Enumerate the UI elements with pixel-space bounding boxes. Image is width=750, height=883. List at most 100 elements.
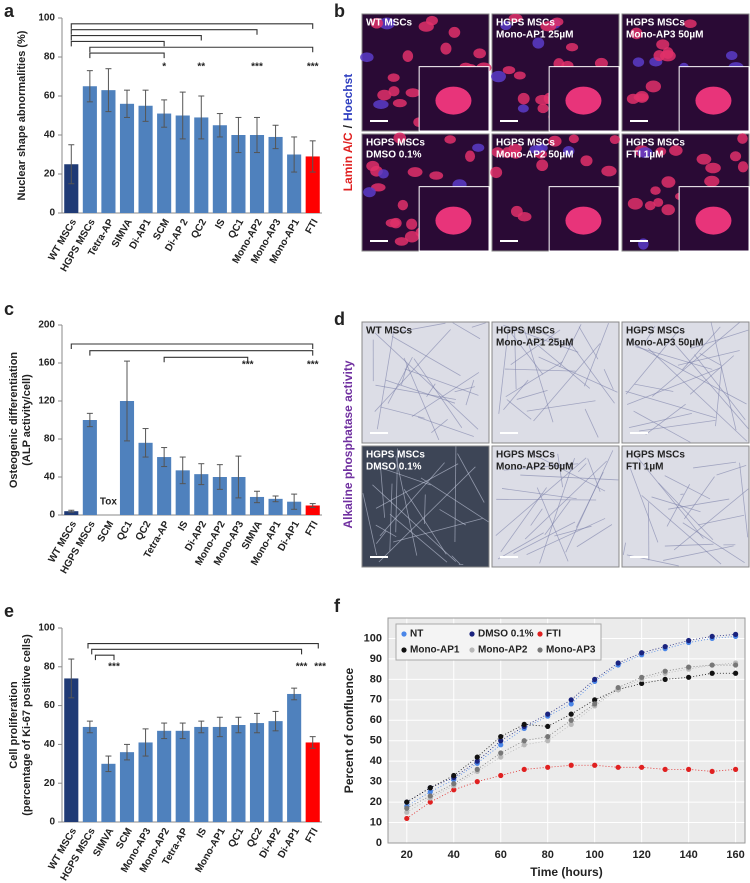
tile-label: DMSO 0.1%: [366, 462, 422, 473]
cell-streak: [403, 357, 440, 441]
data-point: [521, 766, 527, 772]
data-point: [521, 742, 527, 748]
y-tick-label: 70: [370, 694, 382, 706]
nucleus: [513, 71, 526, 80]
y-tick-label: 40: [44, 472, 56, 483]
cell-streak: [374, 329, 451, 412]
data-point: [427, 799, 433, 805]
panel-letter: d: [334, 309, 345, 329]
tile-label: HGPS MSCs: [496, 138, 555, 149]
legend-marker: [537, 647, 543, 653]
cell-streak: [513, 521, 576, 554]
significance-bracket: [89, 350, 314, 356]
bar: [249, 496, 265, 515]
data-point: [427, 785, 433, 791]
cell-streak: [587, 458, 601, 492]
y-tick-label: 80: [44, 434, 56, 445]
cell-streak: [376, 530, 387, 544]
cell-streak: [389, 513, 448, 563]
cell-streak: [391, 336, 461, 376]
data-point: [592, 701, 598, 707]
cell-streak: [577, 463, 587, 473]
legend-marker: [401, 647, 407, 653]
data-point: [639, 764, 645, 770]
nucleus: [661, 204, 675, 216]
tile-label: HGPS MSCs: [626, 450, 685, 461]
cell-streak: [526, 518, 606, 556]
cell-streak: [682, 522, 745, 564]
series-line: [406, 672, 736, 803]
bar: [212, 726, 227, 822]
cell-streak: [404, 368, 479, 396]
bar: [194, 474, 209, 515]
data-point: [474, 754, 480, 760]
bar: [64, 678, 79, 822]
data-point: [568, 697, 574, 703]
cell-streak: [520, 474, 619, 481]
significance-bracket: [70, 23, 314, 29]
significance-bracket: [89, 46, 314, 53]
tile-label: Mono-AP2 50µM: [496, 462, 573, 473]
bar: [305, 742, 320, 822]
nucleus: [659, 50, 676, 62]
bar: [101, 90, 116, 213]
cell-streak: [395, 455, 418, 556]
nucleus: [407, 167, 423, 177]
micrograph: [361, 445, 490, 568]
data-point: [451, 781, 457, 787]
nucleus: [378, 169, 389, 179]
cell-streak: [652, 322, 740, 397]
data-point: [427, 793, 433, 799]
cell-streak: [584, 408, 599, 438]
data-point: [568, 701, 574, 707]
nucleus: [656, 39, 670, 50]
panel-letter: f: [334, 596, 341, 616]
bar: [64, 511, 79, 515]
data-point: [662, 676, 668, 682]
tile-label: Mono-AP3 50µM: [626, 338, 703, 349]
y-tick-label: 120: [38, 396, 55, 407]
y-axis-label: Percent of confluence: [342, 668, 356, 794]
cell-streak: [569, 341, 615, 404]
tile-label: HGPS MSCs: [366, 138, 425, 149]
tile-label: Mono-AP1 25µM: [496, 30, 573, 41]
cell-streak: [645, 403, 686, 435]
cell-streak: [503, 324, 579, 353]
annotation: *: [162, 61, 166, 72]
data-point: [733, 670, 739, 676]
legend-label: Mono-AP2: [478, 645, 528, 656]
data-point: [568, 721, 574, 727]
nucleus: [737, 133, 748, 144]
nucleus: [405, 88, 421, 98]
nucleus: [426, 15, 438, 26]
y-tick-label: 40: [44, 130, 56, 141]
bar: [119, 752, 135, 822]
nucleus: [379, 17, 395, 30]
significance-bracket: [70, 343, 314, 349]
bar: [231, 135, 246, 213]
cell-streak: [625, 329, 680, 395]
side-label-part: /: [341, 124, 355, 128]
data-point: [615, 764, 621, 770]
tile-label: HGPS MSCs: [366, 450, 425, 461]
cell-streak: [372, 484, 457, 562]
nucleus: [392, 99, 407, 108]
significance-bracket: [70, 35, 202, 41]
data-point: [545, 738, 551, 744]
y-axis-label: Nuclear shape abnormalities (%): [16, 30, 28, 200]
cell-streak: [536, 487, 569, 562]
data-point: [498, 754, 504, 760]
cell-streak: [411, 372, 480, 417]
bar: [138, 105, 153, 213]
data-point: [592, 762, 598, 768]
cell-streak: [634, 383, 674, 392]
x-tick-label: QC1: [227, 826, 247, 850]
nucleus: [737, 161, 749, 173]
data-point: [451, 772, 457, 779]
y-tick-label: 90: [370, 653, 382, 665]
y-tick-label: 100: [38, 623, 55, 634]
side-label-part: Lamin A/C: [341, 132, 355, 191]
data-point: [686, 766, 692, 772]
nucleus: [635, 90, 649, 103]
nucleus: [517, 92, 530, 105]
